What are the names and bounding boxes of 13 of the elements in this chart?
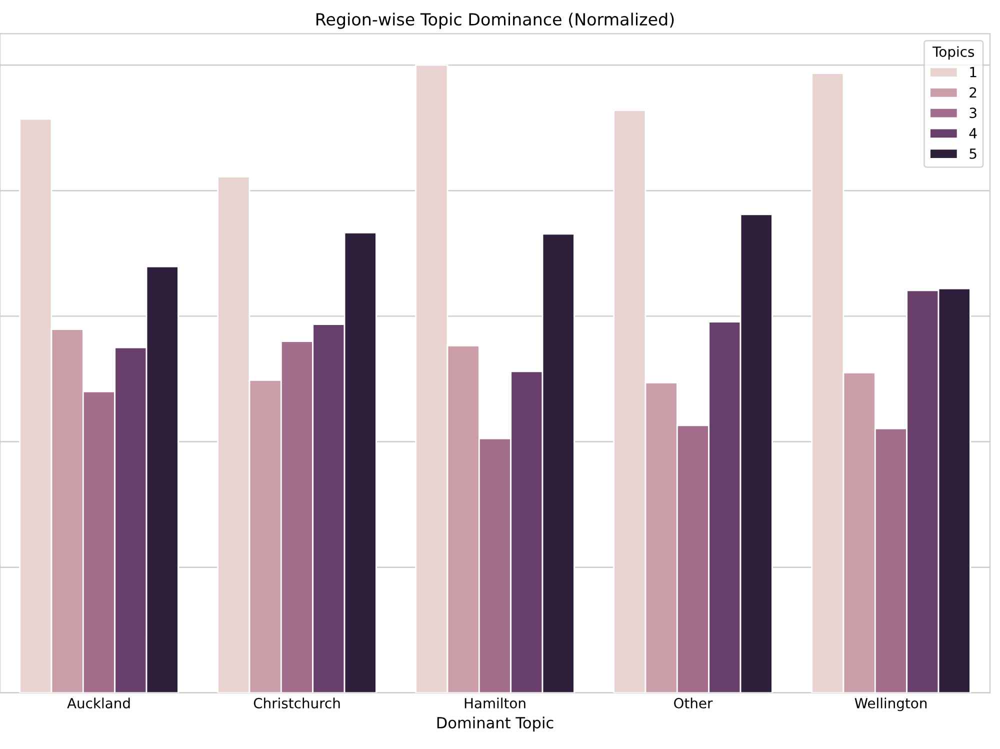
legend-label: 5 bbox=[970, 148, 976, 159]
legend-title: Topics bbox=[932, 46, 974, 60]
legend-label: 2 bbox=[970, 87, 976, 98]
chart-title: Region-wise Topic Dominance (Normalized) bbox=[316, 12, 674, 29]
x-tick-label: Wellington bbox=[854, 698, 927, 712]
x-tick-label: Christchurch bbox=[254, 698, 340, 708]
legend-label: 4 bbox=[969, 128, 977, 138]
x-axis-title: Dominant Topic bbox=[437, 716, 554, 732]
legend-label: 1 bbox=[970, 67, 976, 78]
x-tick-label: Hamilton bbox=[464, 698, 526, 708]
x-tick-label: Other bbox=[674, 698, 713, 708]
legend-label: 3 bbox=[970, 108, 976, 118]
x-tick-label: Auckland bbox=[67, 698, 130, 708]
